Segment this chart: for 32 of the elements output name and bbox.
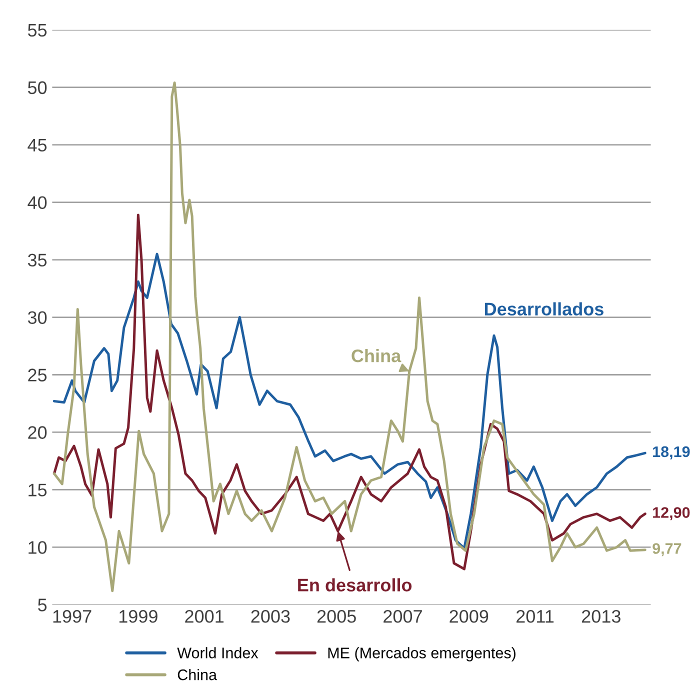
y-tick-label: 25 xyxy=(28,368,47,382)
y-tick-label: 35 xyxy=(28,254,47,267)
y-tick-label: 40 xyxy=(28,196,47,210)
annotation: China xyxy=(352,348,402,362)
annotation: 12,90 xyxy=(653,507,690,520)
x-tick-label: 2001 xyxy=(185,610,224,623)
legend-label: World Index xyxy=(177,647,258,658)
line-series xyxy=(52,82,646,592)
annotation: 18,19 xyxy=(653,446,690,460)
y-tick-label: 15 xyxy=(28,484,47,496)
x-tick-label: 2005 xyxy=(317,610,356,623)
y-tick-label: 30 xyxy=(28,311,47,324)
y-tick-label: 45 xyxy=(28,138,47,152)
annotation: En desarrollo xyxy=(298,578,412,592)
x-tick-label: 1997 xyxy=(53,610,92,623)
x-tick-label: 1999 xyxy=(119,610,158,623)
annotation: 9,77 xyxy=(652,543,682,556)
line-series xyxy=(52,214,646,570)
x-tick-label: 2013 xyxy=(582,610,620,623)
line-series xyxy=(52,252,646,550)
y-tick-label: 5 xyxy=(38,598,47,612)
x-tick-label: 2007 xyxy=(384,610,422,623)
y-tick-label: 10 xyxy=(28,541,47,554)
y-tick-label: 55 xyxy=(28,24,47,37)
annotation: Desarrollados xyxy=(485,302,604,316)
legend-label: ME (Mercados emergentes) xyxy=(328,647,516,662)
legend-label: China xyxy=(178,669,218,680)
y-tick-label: 20 xyxy=(28,426,47,439)
x-tick-label: 2009 xyxy=(450,610,488,623)
y-tick-label: 50 xyxy=(28,81,47,94)
x-tick-label: 2003 xyxy=(251,610,290,623)
x-tick-label: 2011 xyxy=(516,610,554,623)
